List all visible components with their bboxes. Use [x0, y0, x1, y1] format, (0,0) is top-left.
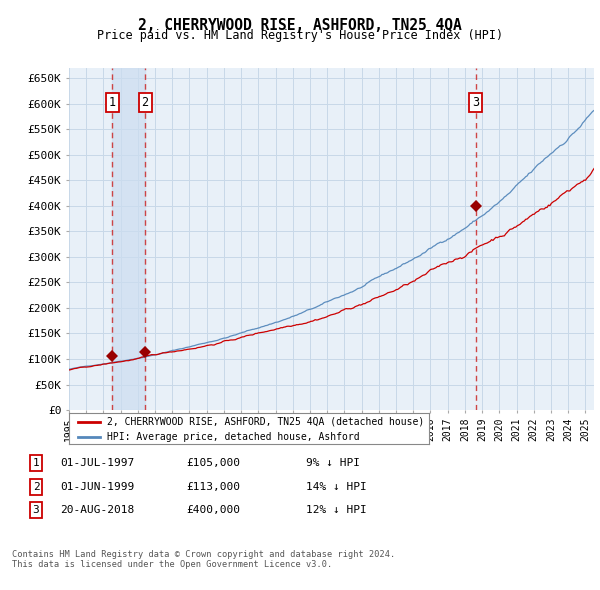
- Text: 1: 1: [32, 458, 40, 468]
- Text: 12% ↓ HPI: 12% ↓ HPI: [306, 506, 367, 515]
- Text: 2, CHERRYWOOD RISE, ASHFORD, TN25 4QA (detached house): 2, CHERRYWOOD RISE, ASHFORD, TN25 4QA (d…: [107, 417, 424, 427]
- Text: Price paid vs. HM Land Registry's House Price Index (HPI): Price paid vs. HM Land Registry's House …: [97, 30, 503, 42]
- Text: £105,000: £105,000: [186, 458, 240, 468]
- Text: 3: 3: [32, 506, 40, 515]
- Text: 1: 1: [109, 96, 116, 109]
- Text: 20-AUG-2018: 20-AUG-2018: [60, 506, 134, 515]
- Text: £113,000: £113,000: [186, 482, 240, 491]
- Text: 2: 2: [142, 96, 149, 109]
- Text: 2, CHERRYWOOD RISE, ASHFORD, TN25 4QA: 2, CHERRYWOOD RISE, ASHFORD, TN25 4QA: [138, 18, 462, 32]
- Text: 01-JUN-1999: 01-JUN-1999: [60, 482, 134, 491]
- Text: 9% ↓ HPI: 9% ↓ HPI: [306, 458, 360, 468]
- Bar: [112, 68, 145, 410]
- Text: HPI: Average price, detached house, Ashford: HPI: Average price, detached house, Ashf…: [107, 432, 359, 442]
- Text: Contains HM Land Registry data © Crown copyright and database right 2024.
This d: Contains HM Land Registry data © Crown c…: [12, 550, 395, 569]
- Text: 3: 3: [472, 96, 479, 109]
- Text: 01-JUL-1997: 01-JUL-1997: [60, 458, 134, 468]
- Text: £400,000: £400,000: [186, 506, 240, 515]
- Text: 2: 2: [32, 482, 40, 491]
- Text: 14% ↓ HPI: 14% ↓ HPI: [306, 482, 367, 491]
